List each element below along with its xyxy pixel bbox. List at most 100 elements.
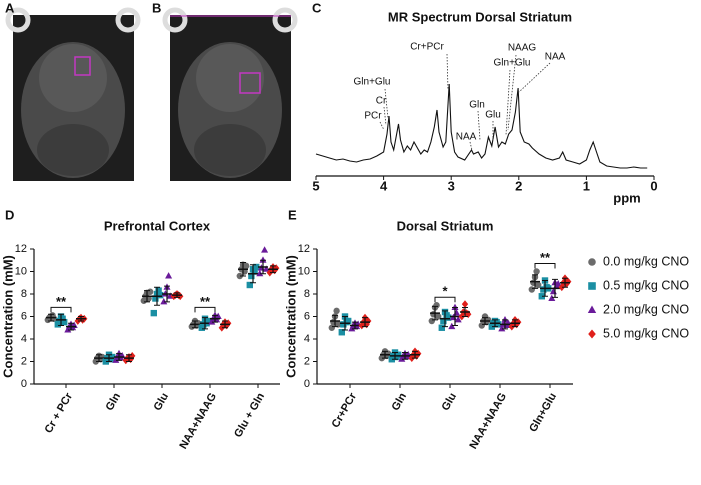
significance-label: **	[540, 250, 551, 265]
data-point	[554, 280, 562, 287]
data-point	[205, 317, 212, 325]
x-tick-label: 5	[312, 178, 319, 193]
x-tick-label: NAA+NAAG	[177, 391, 219, 451]
data-point	[565, 277, 572, 286]
data-point	[508, 322, 515, 331]
peak-label: Gln+Glu	[354, 77, 391, 88]
peak-leader	[446, 53, 449, 91]
data-point	[150, 309, 157, 317]
data-point	[395, 351, 402, 358]
peak-leader	[384, 88, 389, 119]
data-point	[348, 325, 356, 332]
data-point	[214, 312, 222, 320]
x-tick-label: 2	[515, 178, 522, 193]
x-tick-label: 3	[448, 178, 455, 193]
data-point	[152, 295, 159, 302]
y-tick-label: 8	[304, 288, 310, 300]
peak-label: Cr	[376, 96, 387, 107]
y-tick-label: 12	[15, 243, 27, 255]
significance-bracket	[50, 306, 72, 313]
data-point	[433, 302, 440, 309]
significance-label: *	[442, 284, 448, 299]
data-point	[198, 324, 205, 331]
spectrum-line	[315, 83, 648, 169]
peak-label: NAA	[456, 132, 477, 143]
data-point	[155, 287, 162, 294]
y-axis-label: Concentration (mM)	[283, 255, 298, 378]
data-point	[147, 288, 154, 295]
x-axis-label: ppm	[613, 190, 640, 205]
x-tick-label: 4	[380, 178, 388, 193]
data-point	[109, 353, 116, 361]
y-tick-label: 4	[304, 333, 310, 345]
y-tick-label: 4	[21, 333, 27, 345]
data-point	[157, 291, 164, 299]
x-tick-label: Glu + Gln	[232, 391, 267, 440]
data-point	[61, 318, 68, 326]
data-point	[165, 272, 173, 279]
x-tick-label: Gln+Glu	[527, 391, 559, 434]
panel-label: E	[288, 207, 297, 222]
data-point	[548, 294, 556, 302]
chart-title: MR Spectrum Dorsal Striatum	[388, 9, 572, 24]
panel-label: C	[312, 0, 322, 15]
data-point	[112, 356, 120, 363]
data-point	[528, 286, 535, 293]
data-point	[533, 268, 540, 275]
data-point	[64, 326, 72, 333]
data-point	[253, 263, 260, 271]
x-tick-label: Gln	[390, 391, 410, 413]
x-tick-label: Cr+PCr	[330, 390, 360, 430]
data-point	[440, 317, 447, 325]
x-tick-label: Glu	[152, 391, 172, 413]
y-tick-label: 10	[298, 265, 310, 277]
legend-label: 0.0 mg/kg CNO	[603, 254, 689, 268]
data-point	[445, 314, 452, 321]
significance-label: **	[200, 294, 211, 309]
y-tick-label: 8	[21, 288, 27, 300]
data-point	[177, 292, 184, 301]
y-tick-label: 6	[21, 310, 27, 322]
significance-bracket	[434, 296, 456, 303]
data-point	[365, 317, 372, 325]
data-point	[438, 324, 445, 331]
data-point	[451, 303, 459, 311]
x-tick-label: Cr + PCr	[43, 390, 76, 435]
data-point	[448, 322, 456, 330]
legend-label: 0.5 mg/kg CNO	[603, 278, 689, 292]
significance-bracket	[534, 263, 556, 269]
peak-leader	[477, 110, 481, 141]
y-tick-label: 0	[304, 378, 310, 390]
peak-label: NAA	[545, 52, 566, 63]
peak-label: Glu	[485, 110, 501, 121]
data-point	[558, 283, 565, 292]
data-point	[587, 305, 597, 314]
data-point	[435, 313, 442, 320]
peak-leader	[507, 54, 517, 131]
data-point	[453, 309, 461, 316]
data-point	[208, 318, 216, 325]
data-point	[535, 281, 542, 289]
data-point	[248, 272, 255, 280]
data-point	[236, 272, 243, 280]
data-point	[501, 316, 509, 323]
data-point	[498, 325, 506, 332]
x-tick-label: Glu	[440, 391, 460, 413]
data-point	[259, 256, 267, 263]
y-tick-label: 10	[15, 265, 27, 277]
data-point	[335, 321, 342, 328]
data-point	[588, 258, 596, 266]
peak-label: Gln	[469, 100, 485, 111]
data-point	[102, 358, 109, 365]
peak-label: PCr	[364, 111, 382, 122]
significance-bracket	[194, 306, 216, 313]
data-point	[388, 356, 395, 363]
peak-leader	[505, 69, 511, 136]
legend-label: 5.0 mg/kg CNO	[603, 326, 689, 340]
y-tick-label: 2	[21, 355, 27, 367]
peak-label: Gln+Glu	[494, 58, 531, 69]
data-point	[515, 318, 522, 326]
peak-leader	[469, 141, 473, 151]
